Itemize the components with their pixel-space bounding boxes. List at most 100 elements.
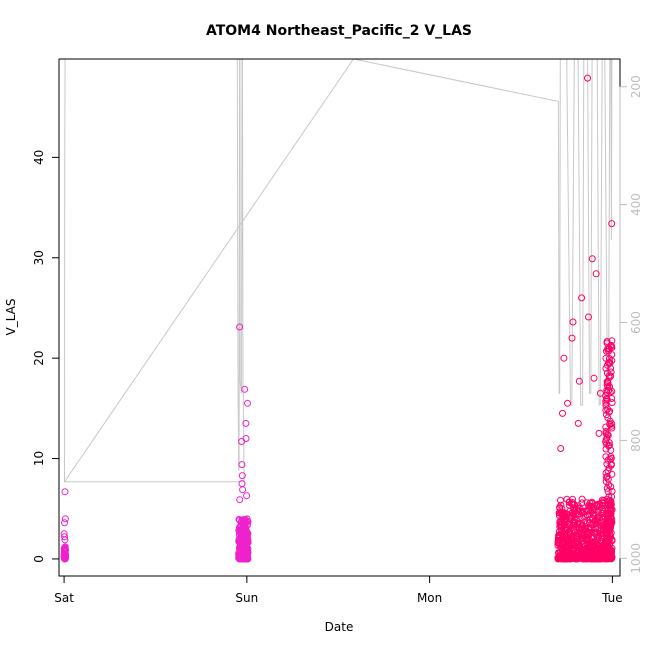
data-point <box>243 492 251 500</box>
data-point <box>603 386 611 394</box>
data-point <box>562 532 570 540</box>
data-point <box>606 504 614 512</box>
data-point <box>576 527 584 534</box>
data-point <box>602 399 610 407</box>
data-point <box>607 368 615 376</box>
data-point <box>586 524 594 532</box>
data-point <box>570 541 578 549</box>
data-point <box>607 460 615 468</box>
data-point <box>570 519 578 527</box>
data-point <box>563 495 571 503</box>
y-axis-label: V_LAS <box>4 299 18 336</box>
chart-title: ATOM4 Northeast_Pacific_2 V_LAS <box>206 23 472 39</box>
data-point <box>572 509 580 517</box>
data-point <box>243 555 251 563</box>
data-point <box>237 544 245 552</box>
data-point <box>584 528 592 536</box>
data-point <box>590 374 598 382</box>
data-point <box>241 385 249 393</box>
data-point <box>61 536 69 544</box>
data-point <box>606 496 614 504</box>
data-point <box>562 524 570 532</box>
altitude-line <box>63 59 613 483</box>
data-point <box>583 553 591 561</box>
data-point <box>607 548 615 556</box>
data-point <box>61 519 68 527</box>
data-point <box>606 525 614 533</box>
data-point <box>602 347 610 355</box>
x-tick-label: Sun <box>235 591 258 605</box>
data-point <box>605 514 613 522</box>
data-point <box>573 549 581 557</box>
data-point <box>238 472 246 480</box>
data-point <box>555 531 563 539</box>
data-point <box>560 537 568 545</box>
points-layer <box>60 74 616 563</box>
data-point <box>603 460 611 468</box>
y2-tick-label: 1000 <box>629 543 643 574</box>
data-point <box>584 74 591 82</box>
y2-tick-label: 600 <box>629 311 643 334</box>
data-point <box>564 399 571 407</box>
data-point <box>603 440 610 448</box>
data-point <box>567 551 575 559</box>
data-point <box>607 505 615 513</box>
data-point <box>595 512 603 520</box>
x-tick-label: Tue <box>601 591 623 605</box>
data-point <box>243 538 251 546</box>
data-point <box>608 220 616 228</box>
y2-tick-label: 400 <box>629 193 643 216</box>
y-tick-label: 20 <box>32 351 46 366</box>
x-axis-label: Date <box>325 620 354 634</box>
data-point <box>574 519 582 527</box>
data-point <box>602 397 610 405</box>
data-point <box>568 554 576 562</box>
data-point <box>606 527 614 535</box>
data-point <box>607 520 615 528</box>
data-point <box>557 501 565 509</box>
data-point <box>237 531 245 538</box>
data-point <box>61 515 69 523</box>
data-point <box>561 520 569 528</box>
data-point <box>597 555 605 563</box>
data-point <box>603 520 610 528</box>
data-point <box>240 548 248 556</box>
data-point <box>236 496 244 504</box>
data-point <box>602 406 610 414</box>
data-point <box>596 545 604 553</box>
data-point <box>559 511 567 519</box>
data-point <box>608 351 616 359</box>
data-point <box>595 429 603 437</box>
data-point <box>579 534 586 542</box>
data-point <box>585 501 593 509</box>
data-point <box>608 395 616 402</box>
data-point <box>569 501 577 509</box>
data-point <box>241 526 249 534</box>
data-point <box>562 515 570 523</box>
data-point <box>238 461 246 469</box>
data-point <box>586 553 594 561</box>
data-point <box>595 511 602 519</box>
data-point <box>593 535 601 543</box>
data-point <box>583 541 591 549</box>
data-point <box>603 472 611 480</box>
x-tick-label: Sat <box>54 591 74 605</box>
data-point <box>236 323 244 331</box>
data-point <box>602 474 610 481</box>
y-tick-label: 10 <box>32 451 46 466</box>
x-axis: Sat Sun Mon Tue <box>54 575 623 605</box>
data-point <box>244 539 252 547</box>
y-tick-label: 30 <box>32 250 46 265</box>
data-point <box>555 531 563 539</box>
data-point <box>575 377 583 385</box>
data-point <box>239 550 247 558</box>
data-point <box>244 399 251 407</box>
data-point <box>602 536 610 544</box>
y2-axis: 200 400 600 800 1000 <box>619 75 643 574</box>
data-point <box>588 255 596 263</box>
data-point <box>604 431 612 439</box>
data-point <box>603 503 611 511</box>
data-point <box>559 409 566 417</box>
x-tick-label: Mon <box>417 591 442 605</box>
